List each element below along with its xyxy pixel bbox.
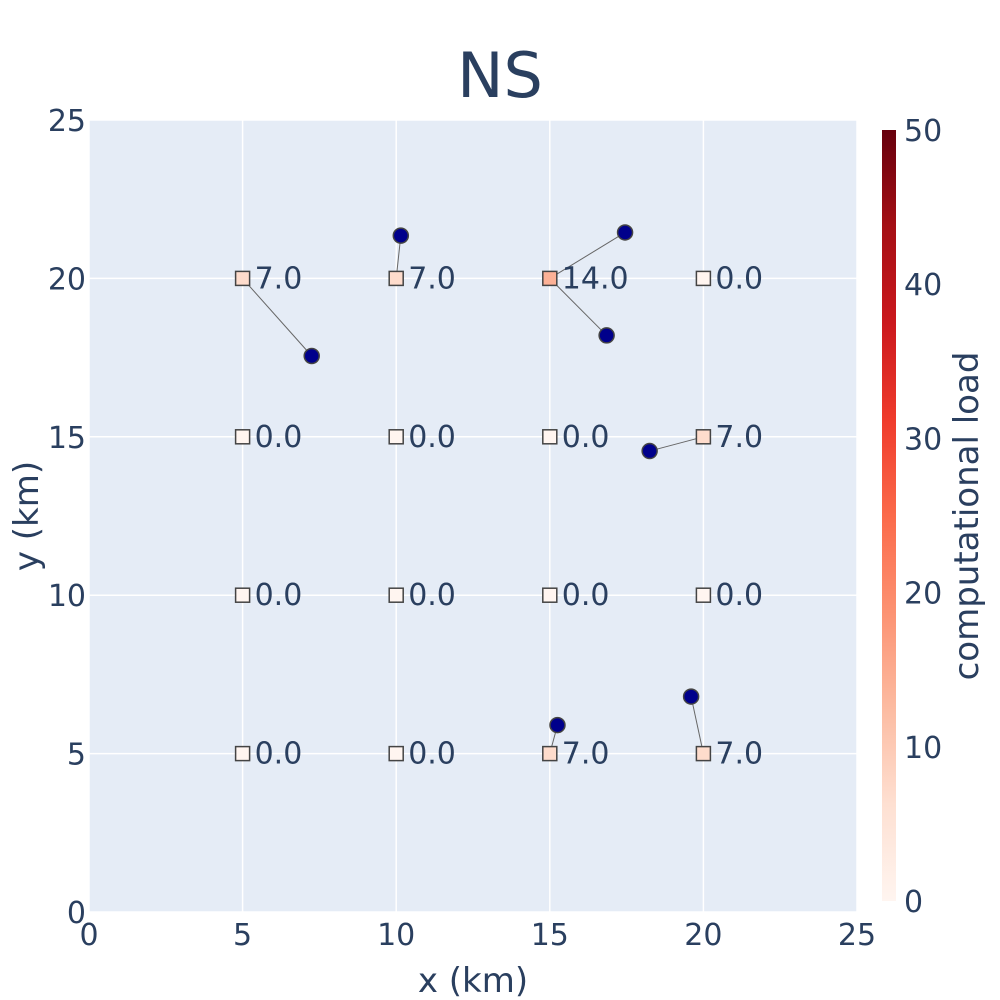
server-load-label: 0.0 xyxy=(562,578,610,613)
server-load-label: 0.0 xyxy=(715,261,763,296)
server-markers: 7.0 7.0 14.0 0.0 0.0 0.0 0.0 7.0 0.0 0.0 0.0 0.0 0.0… xyxy=(234,261,763,772)
y-axis-ticks: 0 5 10 15 20 25 xyxy=(48,104,86,931)
server-marker xyxy=(542,429,558,445)
server-marker xyxy=(695,429,712,445)
server-load-label: 7.0 xyxy=(255,261,303,296)
colorbar xyxy=(882,130,896,901)
x-axis-label: x (km) xyxy=(418,961,528,1000)
user-markers xyxy=(303,224,700,734)
y-tick-label: 0 xyxy=(67,896,86,931)
x-tick-label: 25 xyxy=(838,918,876,953)
server-marker xyxy=(234,587,251,603)
user-server-link xyxy=(649,436,704,452)
colorbar-tick-label: 20 xyxy=(904,577,942,612)
user-marker xyxy=(549,716,566,734)
server-load-label: 0.0 xyxy=(715,578,763,613)
x-tick-label: 20 xyxy=(684,918,722,953)
server-load-label: 7.0 xyxy=(562,737,610,772)
server-marker xyxy=(542,587,558,603)
server-load-label: 0.0 xyxy=(255,737,303,772)
server-marker xyxy=(695,745,712,762)
server-load-label: 0.0 xyxy=(562,420,610,455)
server-load-label: 0.0 xyxy=(255,420,303,455)
y-tick-label: 25 xyxy=(48,104,86,139)
server-marker xyxy=(695,587,712,603)
colorbar-tick-label: 10 xyxy=(904,731,942,766)
y-tick-label: 10 xyxy=(48,579,86,614)
user-server-link xyxy=(242,278,313,357)
colorbar-tick-label: 30 xyxy=(904,422,942,457)
user-marker xyxy=(641,442,658,460)
colorbar-tick-label: 50 xyxy=(904,114,942,149)
colorbar-tick-label: 40 xyxy=(904,268,942,303)
y-tick-label: 15 xyxy=(48,421,86,456)
server-marker xyxy=(388,270,404,287)
server-marker xyxy=(234,745,251,762)
server-marker xyxy=(695,270,712,287)
server-marker xyxy=(388,429,404,445)
y-axis-label: y (km) xyxy=(7,461,47,571)
server-load-label: 14.0 xyxy=(562,261,629,296)
user-server-link xyxy=(549,232,626,279)
y-tick-label: 20 xyxy=(48,262,86,297)
colorbar-ticks: 0 10 20 30 40 50 xyxy=(904,114,942,920)
x-tick-label: 15 xyxy=(531,918,569,953)
server-marker xyxy=(388,745,404,762)
server-load-label: 0.0 xyxy=(408,420,456,455)
chart-title: NS xyxy=(457,39,543,112)
server-load-label: 0.0 xyxy=(408,578,456,613)
server-load-label: 0.0 xyxy=(255,578,303,613)
plot-area xyxy=(89,120,857,912)
server-marker xyxy=(388,587,404,603)
y-tick-label: 5 xyxy=(67,738,86,773)
server-marker xyxy=(234,429,251,445)
user-marker xyxy=(598,327,615,344)
user-server-link xyxy=(690,696,704,754)
colorbar-label: computational load xyxy=(947,352,987,681)
x-tick-label: 0 xyxy=(79,918,98,953)
user-marker xyxy=(303,347,320,365)
server-load-label: 7.0 xyxy=(715,737,763,772)
server-marker xyxy=(542,745,558,762)
server-marker xyxy=(542,270,558,287)
user-server-link xyxy=(549,278,607,336)
colorbar-tick-label: 0 xyxy=(904,885,923,920)
x-tick-label: 5 xyxy=(233,918,252,953)
x-tick-label: 10 xyxy=(377,918,415,953)
grid-lines xyxy=(88,119,858,913)
user-marker xyxy=(616,224,634,241)
server-marker xyxy=(234,270,251,287)
server-load-label: 7.0 xyxy=(715,420,763,455)
user-marker xyxy=(392,227,410,244)
x-axis-ticks: 0 5 10 15 20 25 xyxy=(79,918,876,953)
server-load-label: 7.0 xyxy=(408,261,456,296)
user-marker xyxy=(682,688,700,705)
server-load-label: 0.0 xyxy=(408,737,456,772)
